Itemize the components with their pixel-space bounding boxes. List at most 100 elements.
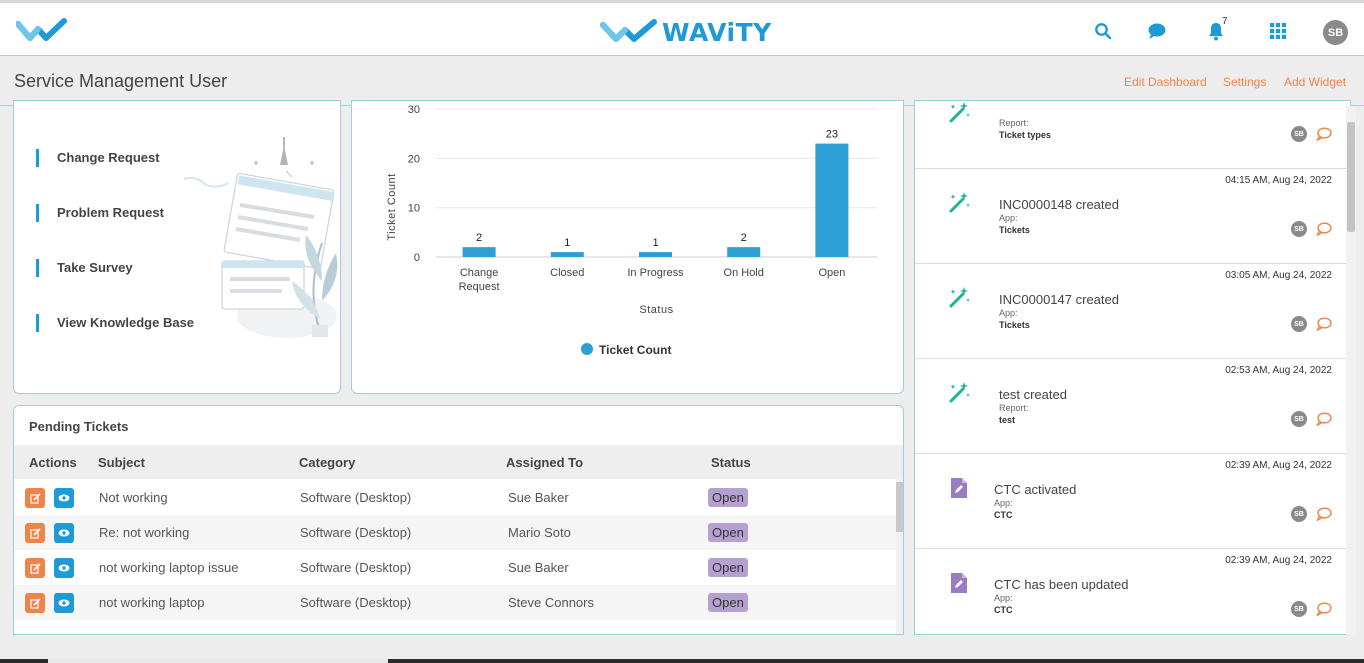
edit-dashboard-link[interactable]: Edit Dashboard [1124, 75, 1207, 89]
brand-name: WAViTY [662, 17, 772, 47]
activity-scrollbar[interactable] [1346, 106, 1356, 635]
activity-title: test created [999, 387, 1067, 402]
activity-meta-label: Report: [999, 403, 1029, 413]
column-header-category[interactable]: Category [299, 455, 356, 470]
document-edit-icon [947, 571, 971, 595]
y-tick-label: 30 [408, 104, 420, 116]
bar-data-label: 23 [826, 129, 838, 141]
edit-icon[interactable] [25, 593, 45, 613]
edit-icon[interactable] [25, 488, 45, 508]
table-scrollbar-thumb[interactable] [896, 482, 903, 532]
column-header-status[interactable]: Status [711, 455, 751, 470]
activity-item[interactable]: 02:39 AM, Aug 24, 2022 CTC has been upda… [915, 549, 1347, 634]
activity-item[interactable]: 02:39 AM, Aug 24, 2022 CTC activated App… [915, 454, 1347, 549]
pending-tickets-title: Pending Tickets [29, 419, 129, 434]
activity-item[interactable]: 02:53 AM, Aug 24, 2022 test created Repo… [915, 359, 1347, 454]
chart-bar [462, 247, 496, 257]
bar-data-label: 1 [652, 237, 658, 249]
activity-meta-value[interactable]: CTC [994, 605, 1013, 615]
quick-link-take-survey[interactable]: Take Survey [36, 259, 133, 277]
magic-wand-icon [947, 101, 971, 125]
activity-meta-value[interactable]: Tickets [999, 225, 1030, 235]
activity-meta-value[interactable]: Ticket types [999, 130, 1051, 140]
activity-meta-value[interactable]: Tickets [999, 320, 1030, 330]
ticket-subject: not working laptop [99, 595, 205, 610]
grid-icon[interactable] [1268, 21, 1288, 41]
settings-link[interactable]: Settings [1223, 75, 1267, 89]
ticket-status-bar-chart: 0 10 20 30 Ticket Count 2 Change Request 1 Closed… [386, 104, 877, 357]
chart-bar [815, 143, 849, 257]
y-tick-label: 20 [408, 153, 420, 165]
column-header-assigned-to[interactable]: Assigned To [506, 455, 584, 470]
activity-item[interactable]: 03:05 AM, Aug 24, 2022 INC0000147 create… [915, 264, 1347, 359]
activity-meta-label: Report: [999, 118, 1029, 128]
avatar: SB [1291, 411, 1307, 427]
dashboard-header: Service Management User Edit Dashboard S… [0, 57, 1364, 106]
activity-title: INC0000148 created [999, 197, 1119, 212]
eye-icon[interactable] [54, 488, 74, 508]
activity-meta-label: App: [994, 498, 1013, 508]
brand-logo: WAViTY [600, 17, 772, 47]
legend-marker [581, 343, 593, 355]
status-badge: Open [708, 558, 748, 577]
table-row[interactable]: Re: not working Software (Desktop) Mario… [14, 515, 896, 550]
table-scrollbar[interactable] [896, 479, 903, 634]
chat-icon[interactable] [1147, 21, 1167, 41]
activity-meta-value[interactable]: test [999, 415, 1016, 425]
avatar: SB [1291, 316, 1307, 332]
table-row[interactable]: not working laptop Software (Desktop) St… [14, 585, 896, 620]
activity-item[interactable]: Report: Ticket types SB [915, 101, 1347, 169]
user-avatar[interactable]: SB [1323, 20, 1348, 45]
activity-scrollbar-thumb[interactable] [1347, 122, 1355, 232]
eye-icon[interactable] [54, 558, 74, 578]
ticket-category: Software (Desktop) [300, 560, 412, 575]
ticket-subject: not working laptop issue [99, 560, 239, 575]
legend-label: Ticket Count [599, 343, 671, 357]
column-header-subject[interactable]: Subject [98, 455, 145, 470]
wavity-logo-icon[interactable] [16, 18, 68, 44]
x-tick-label: Open [818, 267, 845, 279]
quick-link-change-request[interactable]: Change Request [36, 149, 160, 167]
ticket-category: Software (Desktop) [300, 525, 412, 540]
comment-icon[interactable] [1315, 506, 1333, 522]
chart-bar [727, 247, 761, 257]
comment-icon[interactable] [1315, 221, 1333, 237]
activity-meta-value[interactable]: CTC [994, 510, 1013, 520]
page-title: Service Management User [14, 71, 228, 91]
comment-icon[interactable] [1315, 411, 1333, 427]
y-tick-label: 10 [408, 203, 420, 215]
add-widget-link[interactable]: Add Widget [1284, 75, 1347, 89]
edit-icon[interactable] [25, 523, 45, 543]
activity-meta-label: App: [994, 593, 1013, 603]
chart-bar [639, 252, 672, 257]
eye-icon[interactable] [54, 523, 74, 543]
x-tick-label: Closed [550, 267, 584, 279]
comment-icon[interactable] [1315, 601, 1333, 617]
table-row[interactable]: not working laptop issue Software (Deskt… [14, 550, 896, 585]
magic-wand-icon [947, 381, 971, 405]
status-badge: Open [708, 593, 748, 612]
activity-time: 03:05 AM, Aug 24, 2022 [1225, 270, 1332, 281]
activity-time: 02:53 AM, Aug 24, 2022 [1225, 365, 1332, 376]
bell-icon[interactable] [1206, 21, 1226, 41]
eye-icon[interactable] [54, 593, 74, 613]
activity-title: CTC activated [994, 482, 1077, 497]
taskbar-edge [0, 659, 1364, 663]
ticket-assignee: Sue Baker [508, 490, 569, 505]
table-row[interactable]: Not working Software (Desktop) Sue Baker… [14, 480, 896, 515]
quick-links-widget: Change Request Problem Request Take Surv… [13, 100, 341, 394]
activity-feed-widget: Report: Ticket types SB 04:15 AM, Aug 24… [914, 100, 1351, 635]
activity-time: 02:39 AM, Aug 24, 2022 [1225, 460, 1332, 471]
x-tick-label: Request [459, 281, 500, 293]
search-icon[interactable] [1093, 21, 1113, 41]
table-header: Actions Subject Category Assigned To Sta… [14, 445, 903, 479]
comment-icon[interactable] [1315, 126, 1333, 142]
ticket-category: Software (Desktop) [300, 490, 412, 505]
comment-icon[interactable] [1315, 316, 1333, 332]
quick-link-problem-request[interactable]: Problem Request [36, 204, 164, 222]
taskbar-segment [48, 659, 388, 663]
quick-link-knowledge-base[interactable]: View Knowledge Base [36, 314, 194, 332]
x-tick-label: In Progress [627, 267, 684, 279]
edit-icon[interactable] [25, 558, 45, 578]
activity-item[interactable]: 04:15 AM, Aug 24, 2022 INC0000148 create… [915, 169, 1347, 264]
